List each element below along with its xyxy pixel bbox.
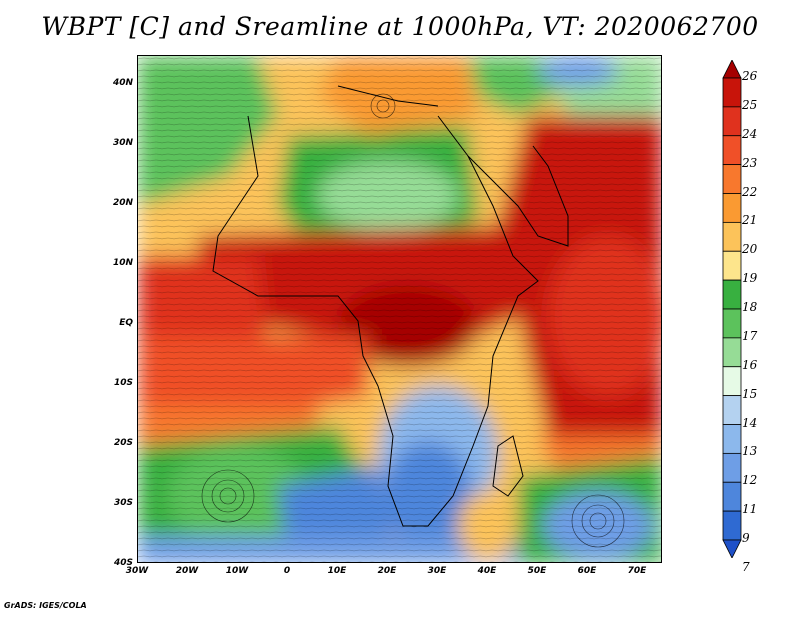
lat-tick-label: EQ [119, 318, 133, 328]
colorbar-label: 7 [742, 559, 750, 574]
colorbar-label: 26 [742, 69, 758, 83]
colorbar-segment [722, 250, 742, 281]
grads-credit: GrADS: IGES/COLA [4, 601, 87, 610]
colorbar-label: 17 [742, 328, 758, 343]
map-title: WBPT [C] and Sreamline at 1000hPa, VT: 2… [41, 12, 759, 41]
lon-tick-label: 0 [283, 566, 291, 576]
colorbar-label: 14 [742, 415, 758, 430]
lat-tick-label: 10S [113, 378, 133, 388]
colorbar-segment [722, 452, 742, 483]
colorbar-label: 12 [742, 473, 758, 488]
lat-tick-label: 30N [112, 138, 133, 148]
colorbar-segment [722, 539, 742, 558]
colorbar-segment [722, 221, 742, 252]
colorbar-label: 9 [742, 531, 750, 545]
colorbar-label: 19 [742, 271, 758, 286]
colorbar-segment [722, 366, 742, 397]
colorbar [722, 60, 742, 558]
colorbar-segment [722, 481, 742, 512]
lat-tick-label: 40S [113, 558, 133, 568]
colorbar-label: 11 [742, 502, 758, 517]
colorbar-label: 25 [742, 97, 758, 112]
colorbar-label: 23 [742, 155, 758, 170]
colorbar-label: 20 [742, 242, 758, 257]
lon-tick-label: 50E [527, 566, 547, 576]
lat-tick-label: 10N [112, 258, 133, 268]
colorbar-label: 13 [742, 444, 758, 459]
lon-tick-label: 10E [327, 566, 347, 576]
colorbar-segment [722, 510, 742, 541]
colorbar-label: 24 [742, 126, 758, 141]
lat-tick-label: 40N [112, 78, 133, 88]
colorbar-label: 21 [742, 213, 758, 228]
colorbar-segment [722, 77, 742, 108]
colorbar-segment [722, 106, 742, 137]
colorbar-label: 16 [742, 357, 758, 372]
lat-tick-label: 20N [112, 198, 133, 208]
lon-tick-label: 30E [427, 566, 447, 576]
colorbar-segment [722, 193, 742, 223]
streamline-vortices [201, 93, 625, 548]
colorbar-label: 22 [742, 184, 758, 199]
coastlines [212, 85, 569, 527]
lon-tick-label: 60E [577, 566, 597, 576]
lat-tick-label: 20S [113, 438, 133, 448]
lon-tick-label: 30W [125, 566, 149, 576]
lon-tick-label: 40E [477, 566, 497, 576]
lon-tick-label: 10W [225, 566, 249, 576]
colorbar-segment [722, 308, 742, 339]
colorbar-segment [722, 279, 742, 310]
colorbar-label: 18 [742, 300, 758, 314]
streamline-overlay [138, 56, 661, 562]
colorbar-segment [722, 424, 742, 454]
colorbar-segment [722, 60, 742, 79]
lon-tick-label: 70E [627, 566, 647, 576]
colorbar-segment [722, 135, 742, 166]
lon-tick-label: 20E [377, 566, 397, 576]
lat-tick-label: 30S [113, 498, 133, 508]
colorbar-segment [722, 164, 742, 194]
map-panel [137, 55, 662, 563]
colorbar-label: 15 [742, 386, 758, 401]
lon-tick-label: 20W [175, 566, 199, 576]
wbpt-map [138, 56, 661, 562]
colorbar-segment [722, 337, 742, 368]
colorbar-segment [722, 395, 742, 425]
